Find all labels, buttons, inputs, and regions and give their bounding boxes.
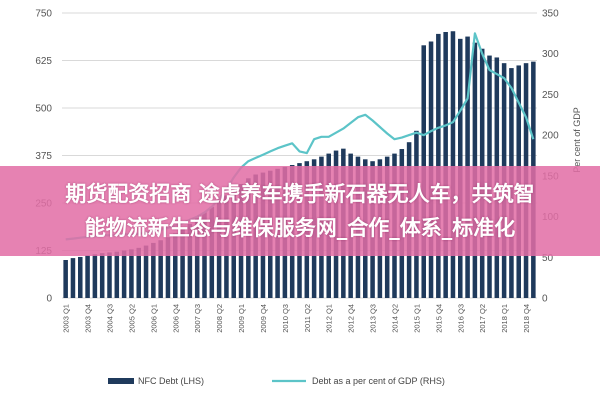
legend-label-debt-gdp: Debt as a per cent of GDP (RHS)	[312, 376, 445, 386]
bar	[107, 252, 112, 298]
bar	[63, 260, 68, 298]
legend-swatch-nfc-debt	[108, 378, 134, 384]
left-axis-tick-label: 500	[35, 104, 52, 115]
x-axis-tick-label: 2011 Q2	[303, 304, 312, 332]
left-axis-tick-label: 0	[46, 294, 52, 305]
x-axis-tick-label: 2017 Q2	[478, 304, 487, 333]
bar	[173, 233, 178, 298]
x-axis-tick-label: 2003 Q4	[84, 304, 93, 333]
bar	[443, 32, 448, 298]
right-axis-title: Per cent of GDP	[572, 107, 582, 173]
bar	[151, 242, 156, 298]
bar	[99, 253, 105, 298]
banner-line-1: 期货配资招商 途虎养车携手新石器无人车，共筑智	[65, 182, 535, 206]
left-axis-tick-label: 750	[35, 9, 52, 20]
right-axis-tick-label: 250	[542, 90, 559, 101]
x-axis-tick-label: 2008 Q2	[215, 304, 224, 333]
bar	[143, 245, 149, 298]
x-axis-tick-label: 2003 Q1	[62, 304, 71, 333]
legend-label-nfc-debt: NFC Debt (LHS)	[138, 376, 204, 386]
bar-series	[63, 31, 536, 299]
x-axis-tick-label: 2015 Q1	[412, 304, 421, 333]
left-axis-tick-label: 375	[35, 151, 52, 162]
banner-overlay: 期货配资招商 途虎养车携手新石器无人车，共筑智 能物流新生态与维保服务网_合作_…	[0, 166, 600, 256]
left-axis-tick-label: 625	[35, 56, 52, 67]
x-axis-tick-label: 2010 Q3	[281, 304, 290, 333]
x-axis-tick-label: 2014 Q2	[391, 304, 400, 333]
legend: NFC Debt (LHS) Debt as a per cent of GDP…	[108, 376, 445, 386]
right-axis-tick-label: 200	[542, 131, 559, 142]
right-axis-tick-label: 50	[542, 253, 554, 264]
right-axis-ticks: 050100150200250300350	[542, 9, 559, 305]
right-axis-tick-label: 300	[542, 49, 559, 60]
bar	[180, 228, 185, 298]
x-axis-ticks: 2003 Q1 2003 Q4 2004 Q3 2005 Q2 2006 Q1 2006 …	[62, 304, 531, 333]
x-axis-tick-label: 2005 Q2	[127, 304, 136, 333]
x-axis-tick-label: 2006 Q4	[171, 304, 180, 333]
right-axis-tick-label: 0	[542, 294, 548, 305]
bar	[70, 258, 76, 298]
bar	[187, 223, 193, 298]
x-axis-tick-label: 2015 Q4	[434, 304, 443, 333]
x-axis-tick-label: 2006 Q1	[149, 304, 158, 333]
bar	[436, 33, 441, 299]
x-axis-tick-label: 2012 Q1	[325, 304, 334, 333]
banner-line-2: 能物流新生态与维保服务网_合作_体系_标准化	[84, 216, 516, 240]
right-axis-tick-label: 350	[542, 9, 559, 20]
x-axis-tick-label: 2018 Q4	[522, 304, 531, 333]
bar	[165, 237, 171, 298]
x-axis-tick-label: 2004 Q3	[106, 304, 115, 333]
x-axis-tick-label: 2018 Q1	[500, 304, 509, 333]
x-axis-tick-label: 2013 Q3	[369, 304, 378, 333]
bar	[194, 218, 200, 298]
bar	[114, 251, 120, 298]
x-axis-tick-label: 2007 Q3	[193, 304, 202, 333]
bar	[78, 256, 83, 298]
bar	[92, 254, 98, 298]
bar	[136, 247, 141, 298]
x-axis-tick-label: 2016 Q3	[456, 304, 465, 333]
bar	[158, 240, 163, 298]
x-axis-tick-label: 2009 Q1	[237, 304, 246, 333]
bar	[121, 250, 127, 298]
x-axis-tick-label: 2009 Q4	[259, 304, 268, 333]
bar	[129, 249, 134, 298]
bar	[450, 31, 456, 299]
x-axis-tick-label: 2012 Q4	[347, 304, 356, 333]
bar	[85, 255, 90, 298]
left-axis-ticks: 0125250375500625750	[35, 9, 52, 305]
